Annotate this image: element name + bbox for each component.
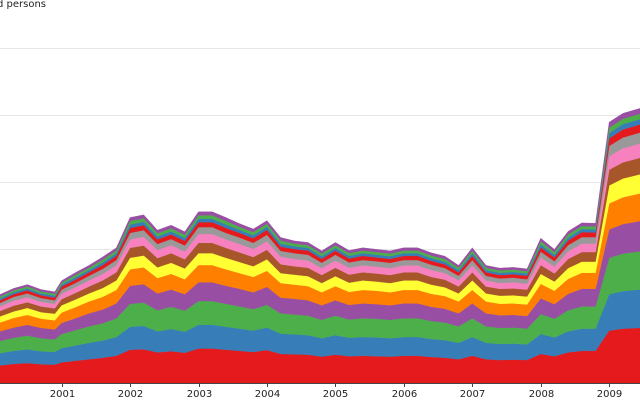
x-tick-label: 2001 xyxy=(50,389,75,400)
x-tick-label: 2002 xyxy=(118,389,143,400)
area-series-layer xyxy=(0,108,640,384)
x-tick-label: 2004 xyxy=(255,389,280,400)
chart-title: d persons xyxy=(0,0,47,10)
x-tick-label: 2003 xyxy=(187,389,212,400)
area-series-purple-2 xyxy=(0,108,640,297)
x-tick-label: 2008 xyxy=(529,389,554,400)
x-tick-label: 2006 xyxy=(392,389,417,400)
x-tick-label: 2007 xyxy=(460,389,485,400)
x-tick-label: 2005 xyxy=(323,389,348,400)
x-tick-label: 2009 xyxy=(597,389,622,400)
x-axis: 2001 2002 2003 2004 2005 2006 2007 2008 2009 xyxy=(0,383,640,400)
